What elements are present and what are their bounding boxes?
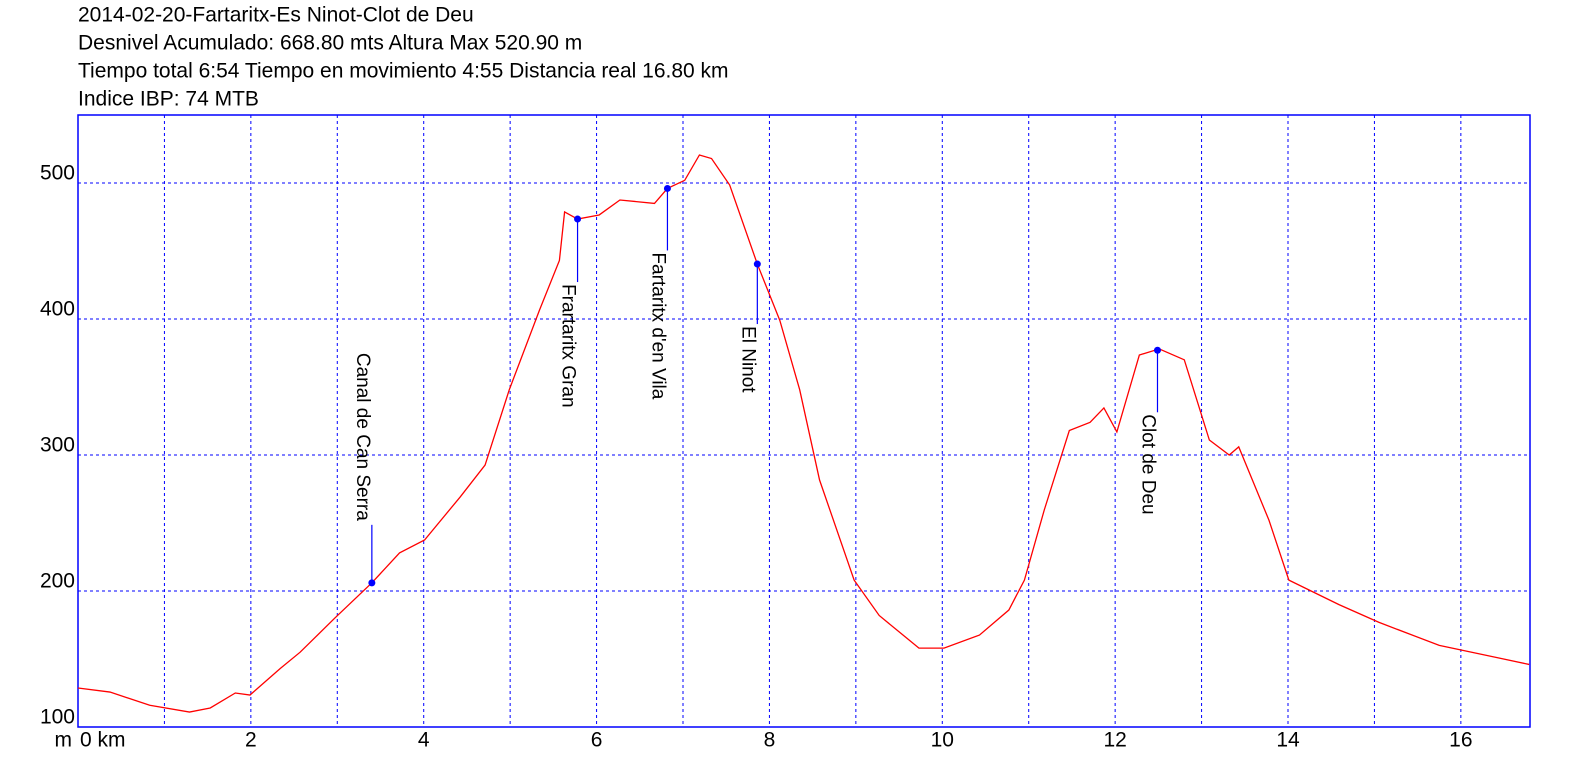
y-tick-label: 100 [40, 706, 75, 729]
x-tick-label: 4 [418, 729, 430, 752]
x-tick-label: 12 [1103, 729, 1126, 752]
y-tick-label: 500 [40, 162, 75, 185]
x-tick-label: 10 [931, 729, 954, 752]
y-tick-label: 200 [40, 570, 75, 593]
title-line: 2014-02-20-Fartaritx-Es Ninot-Clot de De… [78, 4, 474, 27]
waypoint-label: Frartaritx Gran [558, 284, 579, 408]
x-tick-label: 8 [764, 729, 776, 752]
waypoint-dot [663, 184, 671, 192]
waypoint-dot [1153, 346, 1161, 354]
x-tick-label: 16 [1449, 729, 1472, 752]
waypoint-label: Canal de Can Serra [352, 353, 373, 521]
waypoint-dot [753, 260, 761, 268]
waypoint-dot [368, 579, 376, 587]
plot-frame [77, 114, 1531, 728]
x-tick-label: 14 [1276, 729, 1300, 752]
profile-line [77, 154, 1530, 713]
y-tick-label: 400 [40, 298, 75, 321]
x-tick-label: 0 km [80, 729, 126, 752]
x-tick-label: 6 [591, 729, 603, 752]
x-tick-label: 2 [245, 729, 257, 752]
waypoint-label: El Ninot [737, 326, 758, 393]
waypoint-label: Clot de Deu [1137, 414, 1158, 514]
waypoint-label: Fartaritx d'en Vila [647, 252, 668, 399]
title-line: Desnivel Acumulado: 668.80 mts Altura Ma… [78, 32, 582, 55]
y-tick-label: 300 [40, 434, 75, 457]
title-line: Tiempo total 6:54 Tiempo en movimiento 4… [78, 60, 729, 83]
y-axis-label: m [55, 729, 73, 752]
waypoint-dot [574, 215, 582, 223]
title-line: Indice IBP: 74 MTB [78, 88, 259, 111]
